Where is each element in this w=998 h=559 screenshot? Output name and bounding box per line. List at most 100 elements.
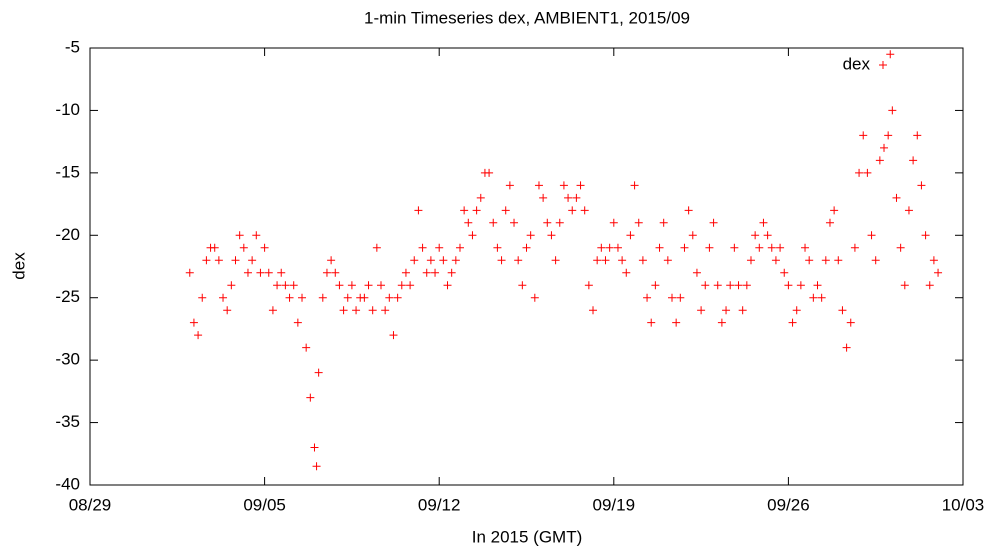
data-point	[422, 268, 431, 277]
data-point	[572, 193, 581, 202]
data-point	[293, 318, 302, 327]
data-point	[842, 343, 851, 352]
data-point	[734, 281, 743, 290]
data-point	[688, 231, 697, 240]
data-point	[347, 281, 356, 290]
data-point	[713, 281, 722, 290]
data-point	[497, 256, 506, 265]
data-point	[867, 231, 876, 240]
data-point	[547, 231, 556, 240]
data-point	[331, 268, 340, 277]
data-point	[393, 293, 402, 302]
data-point	[568, 206, 577, 215]
data-point	[609, 218, 618, 227]
data-point	[235, 231, 244, 240]
data-point	[705, 243, 714, 252]
data-point	[426, 256, 435, 265]
chart-title: 1-min Timeseries dex, AMBIENT1, 2015/09	[364, 8, 690, 27]
data-point	[360, 293, 369, 302]
x-axis-label: In 2015 (GMT)	[472, 527, 583, 546]
data-point	[634, 218, 643, 227]
data-point	[227, 281, 236, 290]
data-point	[414, 206, 423, 215]
data-point	[584, 281, 593, 290]
data-point	[805, 256, 814, 265]
data-point	[722, 306, 731, 315]
data-point	[593, 256, 602, 265]
data-point	[759, 218, 768, 227]
data-point	[643, 293, 652, 302]
data-point	[742, 281, 751, 290]
x-tick-label: 10/03	[942, 495, 985, 514]
data-point	[684, 206, 693, 215]
data-point	[934, 268, 943, 277]
data-point	[913, 131, 922, 140]
data-point	[397, 281, 406, 290]
data-point	[223, 306, 232, 315]
data-point	[834, 256, 843, 265]
data-point	[368, 306, 377, 315]
data-point	[377, 281, 385, 290]
data-point	[447, 268, 456, 277]
data-point	[198, 293, 207, 302]
data-point	[252, 231, 261, 240]
data-point	[401, 268, 410, 277]
data-point	[601, 256, 610, 265]
x-tick-label: 09/05	[243, 495, 286, 514]
y-tick-label: -25	[55, 287, 80, 306]
data-point	[306, 393, 315, 402]
data-point	[318, 293, 327, 302]
data-point	[838, 306, 847, 315]
y-tick-label: -15	[55, 162, 80, 181]
data-point	[859, 131, 868, 140]
legend-label: dex	[843, 54, 871, 73]
data-point	[501, 206, 510, 215]
data-point	[364, 281, 373, 290]
data-point	[726, 281, 735, 290]
y-tick-label: -40	[55, 474, 80, 493]
data-point	[830, 206, 839, 215]
data-point	[389, 331, 398, 340]
data-point	[534, 181, 543, 190]
data-point	[884, 131, 893, 140]
data-point	[518, 281, 527, 290]
data-point	[372, 243, 381, 252]
y-tick-label: -20	[55, 225, 80, 244]
data-point	[327, 256, 336, 265]
data-point	[809, 293, 818, 302]
data-point	[431, 268, 440, 277]
data-point	[202, 256, 211, 265]
data-point	[846, 318, 855, 327]
data-point	[189, 318, 198, 327]
data-point	[231, 256, 240, 265]
data-point	[485, 168, 494, 177]
data-point	[618, 256, 627, 265]
data-point	[406, 281, 415, 290]
data-point	[580, 206, 589, 215]
data-point	[638, 256, 647, 265]
data-point	[335, 281, 344, 290]
data-point	[352, 306, 361, 315]
data-point	[850, 243, 859, 252]
data-point	[310, 443, 319, 452]
data-point	[626, 231, 635, 240]
data-point	[281, 281, 290, 290]
data-point	[576, 181, 585, 190]
data-point	[264, 268, 273, 277]
data-point	[539, 193, 548, 202]
data-point	[248, 256, 257, 265]
data-point	[468, 231, 477, 240]
data-point	[243, 268, 252, 277]
data-point	[210, 243, 219, 252]
data-point	[855, 168, 864, 177]
data-point	[343, 293, 352, 302]
data-point	[746, 256, 755, 265]
data-point	[385, 293, 394, 302]
data-point	[929, 256, 938, 265]
data-point	[559, 181, 568, 190]
data-point	[435, 243, 444, 252]
data-point	[613, 243, 622, 252]
data-point	[277, 268, 286, 277]
data-point	[892, 193, 901, 202]
data-point	[738, 306, 747, 315]
